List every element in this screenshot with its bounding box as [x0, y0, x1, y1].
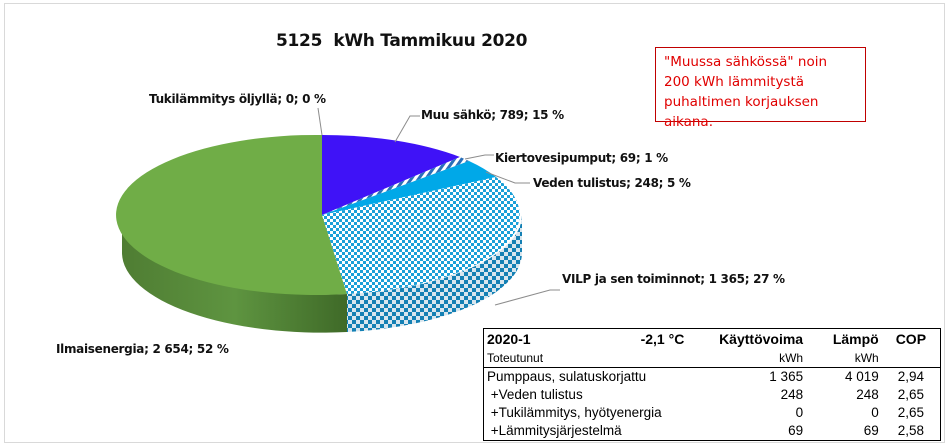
- label-muu-sahko: Muu sähkö; 789; 15 %: [421, 108, 564, 122]
- leader-lines: [317, 107, 560, 306]
- slice-vilp: [322, 177, 520, 294]
- period-cell: 2020-1: [487, 331, 531, 347]
- slice-veden-tulistus: [322, 161, 496, 215]
- pie-side-walls: [122, 215, 522, 333]
- table-header-row: 2020-1 -2,1 °C Käyttövoima Lämpö COP: [484, 329, 941, 350]
- pie-top: [116, 134, 520, 295]
- chart-title: 5125 kWh Tammikuu 2020: [276, 31, 528, 51]
- label-tukilammitys: Tukilämmitys öljyllä; 0; 0 %: [149, 92, 326, 106]
- toteutunut-cell: Toteutunut: [483, 349, 641, 368]
- table-units-row: Toteutunut kWh kWh: [483, 349, 941, 368]
- lampo-header: Lämpö: [832, 331, 879, 347]
- annotation-note: "Muussa sähkössä" noin 200 kWh lämmityst…: [655, 47, 866, 130]
- slice-muu-sahko: [322, 134, 460, 215]
- kayttovoima-header: Käyttövoima: [719, 331, 804, 347]
- kaytto-unit: kWh: [716, 349, 806, 368]
- cop-table: 2020-1 -2,1 °C Käyttövoima Lämpö COP Tot…: [483, 328, 941, 441]
- label-kiertovesipumput: Kiertovesipumput; 69; 1 %: [495, 151, 668, 165]
- label-vilp: VILP ja sen toiminnot; 1 365; 27 %: [562, 272, 785, 286]
- lampo-unit: kWh: [805, 349, 882, 368]
- slice-kiertovesipumput: [322, 157, 469, 215]
- label-ilmaisenergia: Ilmaisenergia; 2 654; 52 %: [56, 342, 229, 356]
- cop-header: COP: [895, 331, 927, 347]
- table-row: +Veden tulistus 248 248 2,65: [487, 387, 924, 402]
- label-veden-tulistus: Veden tulistus; 248; 5 %: [533, 176, 691, 190]
- table-row: +Tukilämmitys, hyötyenergia 0 0 2,65: [487, 405, 924, 420]
- slice-ilmaisenergia: [116, 134, 347, 295]
- table-row: +Lämmitysjärjestelmä 69 69 2,58: [487, 423, 924, 438]
- chart-frame: [4, 3, 945, 443]
- table-row: Pumppaus, sulatuskorjattu 1 365 4 019 2,…: [487, 369, 924, 384]
- temp-cell: -2,1 °C: [640, 331, 685, 347]
